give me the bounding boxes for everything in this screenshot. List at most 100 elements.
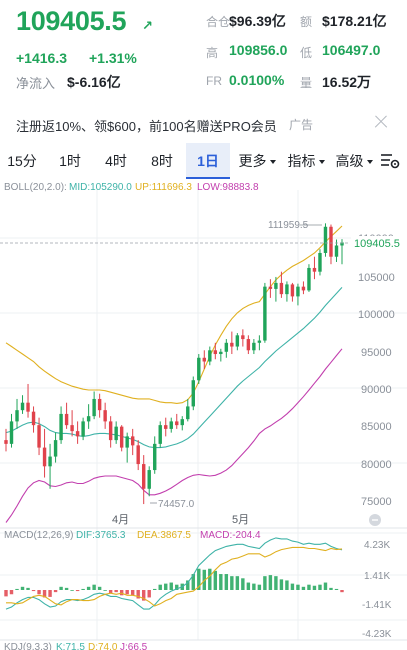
- macd-histogram-bar: [86, 586, 91, 590]
- candle-body: [301, 286, 306, 291]
- macd-histogram-bar: [20, 586, 25, 590]
- macd-histogram-bar: [125, 590, 129, 595]
- macd-histogram-bar: [323, 582, 328, 590]
- change-percent: +1.31%: [89, 50, 137, 66]
- macd-histogram-bar: [268, 575, 273, 590]
- price-axis-label: 90000: [361, 384, 392, 396]
- candle-body: [153, 443, 157, 471]
- high-label: 高: [206, 46, 219, 60]
- candle-body: [186, 406, 190, 420]
- hold-label: 合仓: [206, 15, 231, 29]
- macd-histogram-bar: [208, 568, 212, 590]
- candle-body: [81, 421, 85, 437]
- candle-body: [169, 421, 173, 429]
- macd-histogram-bar: [279, 579, 284, 590]
- candle-body: [15, 410, 19, 422]
- macd-histogram-bar: [307, 584, 311, 590]
- macd-histogram-bar: [334, 588, 339, 590]
- macd-histogram-bar: [301, 586, 306, 590]
- promo-banner[interactable]: 注册返10%、领$600，前100名赠送PRO会员 广告: [0, 105, 407, 141]
- macd-histogram-bar: [37, 590, 41, 595]
- macd-histogram-bar: [136, 590, 140, 599]
- candle-body: [334, 245, 339, 257]
- tab-8h[interactable]: 8时: [151, 153, 173, 169]
- netflow-value: $-6.16亿: [67, 74, 121, 90]
- current-price-tag: [351, 236, 407, 251]
- macd-histogram-bar: [235, 576, 240, 590]
- macd-histogram-bar: [15, 588, 19, 590]
- candle-body: [279, 282, 284, 295]
- candle-body: [274, 282, 278, 289]
- candle-body: [37, 425, 41, 448]
- netflow-label: 净流入: [16, 76, 56, 91]
- candle-body: [70, 425, 74, 432]
- macd-histogram-bar: [4, 590, 8, 597]
- tab-1h[interactable]: 1时: [59, 153, 81, 169]
- min-price-label: 74457.0: [158, 499, 195, 510]
- macd-histogram-bar: [274, 576, 278, 590]
- macd-histogram-bar: [64, 587, 69, 590]
- hold-value: $96.39亿: [229, 13, 286, 29]
- macd-histogram-bar: [141, 590, 146, 601]
- candle-body: [296, 286, 300, 297]
- date-label-april: 4月: [112, 514, 129, 526]
- candle-body: [158, 425, 162, 444]
- candle-body: [86, 416, 91, 422]
- candle-body: [31, 411, 36, 426]
- candle-body: [312, 267, 317, 272]
- macd-histogram-bar: [103, 590, 107, 591]
- price-axis-label: 80000: [361, 459, 392, 471]
- tab-advanced[interactable]: 高级: [332, 143, 376, 179]
- candle-body: [230, 342, 234, 347]
- chart-settings-icon[interactable]: [380, 152, 400, 170]
- candle-body: [42, 447, 47, 467]
- candle-body: [180, 419, 184, 426]
- candle-body: [246, 339, 251, 351]
- macd-histogram-bar: [340, 590, 344, 593]
- change-absolute: +1416.3: [16, 50, 67, 66]
- volume-value: 16.52万: [322, 74, 372, 90]
- candle-body: [318, 252, 322, 272]
- kdj-name: KDJ(9,3,3): [4, 642, 52, 650]
- promo-text[interactable]: 注册返10%、领$600，前100名赠送PRO会员: [16, 119, 277, 134]
- kline-chart[interactable]: BOLL(20,2.0): MID:105290.0 UP:111696.3 L…: [0, 179, 407, 650]
- candle-body: [48, 456, 52, 467]
- amount-label: 额: [300, 15, 313, 29]
- macd-histogram-bar: [164, 583, 168, 590]
- candle-body: [103, 410, 107, 422]
- macd-histogram-bar: [158, 584, 162, 590]
- last-price: 109405.5: [16, 6, 127, 36]
- tab-15m[interactable]: 15分: [7, 153, 37, 169]
- macd-histogram-bar: [197, 568, 201, 590]
- close-icon[interactable]: [372, 113, 390, 131]
- boll-name: BOLL(20,2.0):: [4, 182, 67, 193]
- trend-arrow-icon: ↗: [142, 18, 153, 33]
- macd-axis-label: 1.41K: [364, 571, 390, 582]
- macd-name: MACD(12,26,9): [4, 530, 73, 541]
- candle-body: [26, 402, 30, 412]
- macd-histogram-bar: [70, 590, 74, 591]
- macd-dif-line: [5, 537, 343, 610]
- macd-histogram-bar: [290, 583, 295, 590]
- candle-body: [268, 286, 273, 289]
- macd-histogram-bar: [97, 586, 102, 590]
- candle-body: [202, 357, 207, 362]
- candle-body: [141, 464, 146, 489]
- tab-4h[interactable]: 4时: [105, 153, 127, 169]
- macd-histogram-bar: [75, 590, 80, 592]
- tab-more[interactable]: 更多: [234, 143, 280, 179]
- candle-body: [20, 402, 25, 411]
- candle-body: [97, 398, 102, 411]
- macd-histogram-bar: [175, 584, 179, 590]
- boll-lower-line: [5, 348, 343, 523]
- price-axis-label: 100000: [358, 309, 395, 321]
- tab-indicators[interactable]: 指标: [283, 143, 329, 179]
- macd-histogram-bar: [312, 585, 317, 590]
- macd-axis-label: -4.23K: [362, 629, 392, 640]
- macd-histogram-bar: [318, 584, 322, 590]
- macd-histogram-bar: [213, 570, 218, 590]
- tab-1d[interactable]: 1日: [186, 143, 230, 179]
- caret-down-icon: [318, 160, 325, 165]
- candle-body: [257, 340, 262, 343]
- candle-body: [307, 267, 311, 291]
